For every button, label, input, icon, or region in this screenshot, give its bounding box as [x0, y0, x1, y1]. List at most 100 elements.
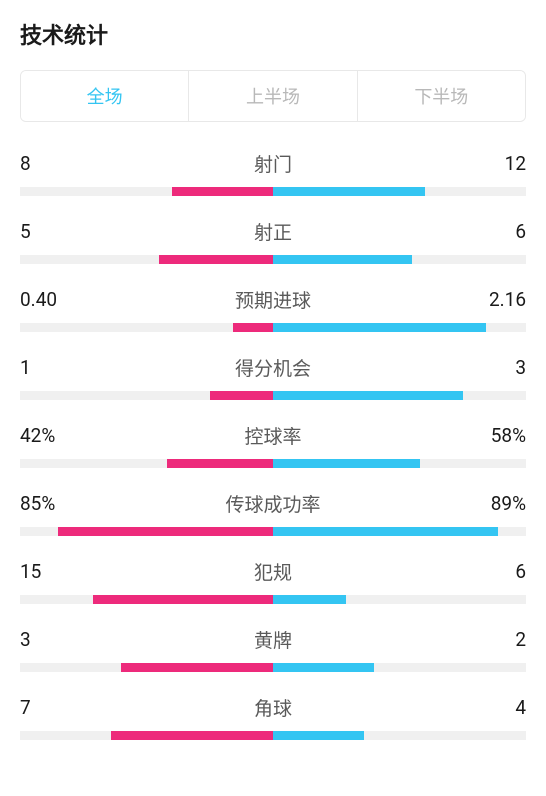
stat-row: 8射门12 [20, 150, 526, 196]
bar-left-fill [233, 323, 273, 332]
bar-right-half [273, 731, 526, 740]
stat-value-right: 12 [466, 152, 526, 175]
stat-value-left: 1 [20, 356, 80, 379]
bar-left-fill [58, 527, 273, 536]
stats-panel: 技术统计 全场 上半场 下半场 8射门125射正60.40预期进球2.161得分… [0, 0, 546, 740]
bar-right-half [273, 391, 526, 400]
period-tabs: 全场 上半场 下半场 [20, 70, 526, 122]
bar-right-half [273, 255, 526, 264]
stat-bar [20, 391, 526, 400]
bar-left-fill [167, 459, 273, 468]
stat-row: 85%传球成功率89% [20, 490, 526, 536]
stat-value-right: 6 [466, 220, 526, 243]
stat-label: 控球率 [80, 422, 466, 449]
tab-second-half[interactable]: 下半场 [357, 71, 525, 121]
stat-header: 8射门12 [20, 150, 526, 177]
stat-value-right: 89% [466, 492, 526, 515]
stat-label: 黄牌 [80, 626, 466, 653]
stat-value-right: 3 [466, 356, 526, 379]
stat-value-left: 3 [20, 628, 80, 651]
bar-right-half [273, 323, 526, 332]
stat-bar [20, 255, 526, 264]
bar-left-half [20, 323, 273, 332]
stat-value-left: 8 [20, 152, 80, 175]
stat-value-left: 7 [20, 696, 80, 719]
bar-right-fill [273, 459, 420, 468]
stat-row: 7角球4 [20, 694, 526, 740]
stat-label: 射门 [80, 150, 466, 177]
stat-header: 15犯规6 [20, 558, 526, 585]
tab-label: 全场 [87, 87, 123, 108]
bar-right-fill [273, 255, 412, 264]
tab-first-half[interactable]: 上半场 [188, 71, 356, 121]
bar-left-fill [93, 595, 273, 604]
stat-bar [20, 663, 526, 672]
bar-left-half [20, 663, 273, 672]
stat-label: 角球 [80, 694, 466, 721]
stat-value-right: 58% [466, 424, 526, 447]
stat-value-left: 85% [20, 492, 80, 515]
bar-left-fill [159, 255, 273, 264]
stat-value-right: 2 [466, 628, 526, 651]
stat-header: 85%传球成功率89% [20, 490, 526, 517]
bar-left-half [20, 527, 273, 536]
stat-bar [20, 527, 526, 536]
bar-right-half [273, 459, 526, 468]
stat-value-right: 2.16 [466, 288, 526, 311]
stat-bar [20, 187, 526, 196]
bar-right-fill [273, 187, 425, 196]
tab-label: 下半场 [414, 87, 468, 108]
panel-title: 技术统计 [20, 18, 526, 50]
stat-value-left: 42% [20, 424, 80, 447]
bar-right-fill [273, 595, 346, 604]
stat-label: 得分机会 [80, 354, 466, 381]
stat-label: 预期进球 [80, 286, 466, 313]
stat-value-left: 0.40 [20, 288, 80, 311]
stat-row: 3黄牌2 [20, 626, 526, 672]
stat-label: 传球成功率 [80, 490, 466, 517]
stat-bar [20, 323, 526, 332]
stat-row: 0.40预期进球2.16 [20, 286, 526, 332]
stat-value-left: 15 [20, 560, 80, 583]
bar-left-half [20, 391, 273, 400]
bar-left-half [20, 595, 273, 604]
stat-header: 7角球4 [20, 694, 526, 721]
bar-left-fill [172, 187, 273, 196]
stat-header: 0.40预期进球2.16 [20, 286, 526, 313]
bar-left-half [20, 459, 273, 468]
bar-right-fill [273, 323, 486, 332]
stat-label: 犯规 [80, 558, 466, 585]
stat-bar [20, 595, 526, 604]
stat-header: 1得分机会3 [20, 354, 526, 381]
bar-left-half [20, 255, 273, 264]
stat-row: 15犯规6 [20, 558, 526, 604]
tab-label: 上半场 [246, 87, 300, 108]
stat-header: 42%控球率58% [20, 422, 526, 449]
stat-row: 1得分机会3 [20, 354, 526, 400]
stat-value-right: 6 [466, 560, 526, 583]
stat-row: 42%控球率58% [20, 422, 526, 468]
bar-right-fill [273, 527, 498, 536]
stat-value-left: 5 [20, 220, 80, 243]
bar-right-fill [273, 663, 374, 672]
bar-left-fill [121, 663, 273, 672]
bar-right-half [273, 527, 526, 536]
stat-value-right: 4 [466, 696, 526, 719]
stats-list: 8射门125射正60.40预期进球2.161得分机会342%控球率58%85%传… [20, 150, 526, 740]
bar-right-half [273, 663, 526, 672]
bar-left-half [20, 187, 273, 196]
bar-right-fill [273, 731, 364, 740]
stat-row: 5射正6 [20, 218, 526, 264]
stat-bar [20, 459, 526, 468]
stat-bar [20, 731, 526, 740]
bar-right-fill [273, 391, 463, 400]
stat-header: 5射正6 [20, 218, 526, 245]
stat-header: 3黄牌2 [20, 626, 526, 653]
bar-left-half [20, 731, 273, 740]
bar-right-half [273, 187, 526, 196]
bar-left-fill [111, 731, 273, 740]
bar-left-fill [210, 391, 273, 400]
tab-full-match[interactable]: 全场 [21, 71, 188, 121]
bar-right-half [273, 595, 526, 604]
stat-label: 射正 [80, 218, 466, 245]
